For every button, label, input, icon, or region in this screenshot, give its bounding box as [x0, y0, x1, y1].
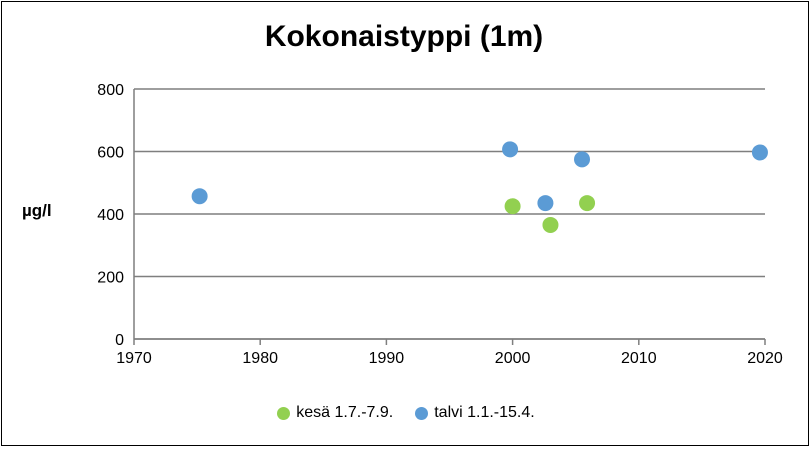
legend-item-talvi: talvi 1.1.-15.4.: [415, 404, 535, 422]
x-tick-label: 2020: [747, 350, 783, 367]
y-tick-label: 0: [115, 332, 124, 349]
x-tick-label: 2000: [495, 350, 531, 367]
y-tick-label: 600: [97, 145, 124, 162]
legend-item-kesa: kesä 1.7.-7.9.: [277, 404, 393, 422]
data-point-talvi-3: [574, 151, 591, 168]
data-point-talvi-1: [502, 141, 519, 158]
data-point-talvi-2: [537, 195, 554, 212]
legend-label-kesa: kesä 1.7.-7.9.: [296, 404, 394, 421]
data-point-kesa-1: [542, 216, 559, 233]
legend-marker-kesa: [277, 406, 291, 420]
legend-label-talvi: talvi 1.1.-15.4.: [434, 404, 535, 421]
y-axis-label: µg/l: [22, 201, 52, 220]
y-tick-label: 400: [97, 207, 124, 224]
data-point-kesa-0: [504, 198, 521, 215]
data-point-talvi-0: [191, 188, 208, 205]
y-tick-label: 200: [97, 270, 124, 287]
x-tick-label: 1970: [116, 350, 152, 367]
x-tick-label: 1990: [369, 350, 405, 367]
chart-title: Kokonaistyppi (1m): [264, 20, 544, 53]
y-tick-label: 800: [97, 82, 124, 99]
x-tick-label: 2010: [621, 350, 657, 367]
data-point-kesa-2: [579, 195, 596, 212]
data-point-talvi-4: [751, 144, 768, 161]
legend: kesä 1.7.-7.9. talvi 1.1.-15.4.: [0, 404, 812, 422]
legend-marker-talvi: [415, 406, 429, 420]
x-tick-label: 1980: [242, 350, 278, 367]
